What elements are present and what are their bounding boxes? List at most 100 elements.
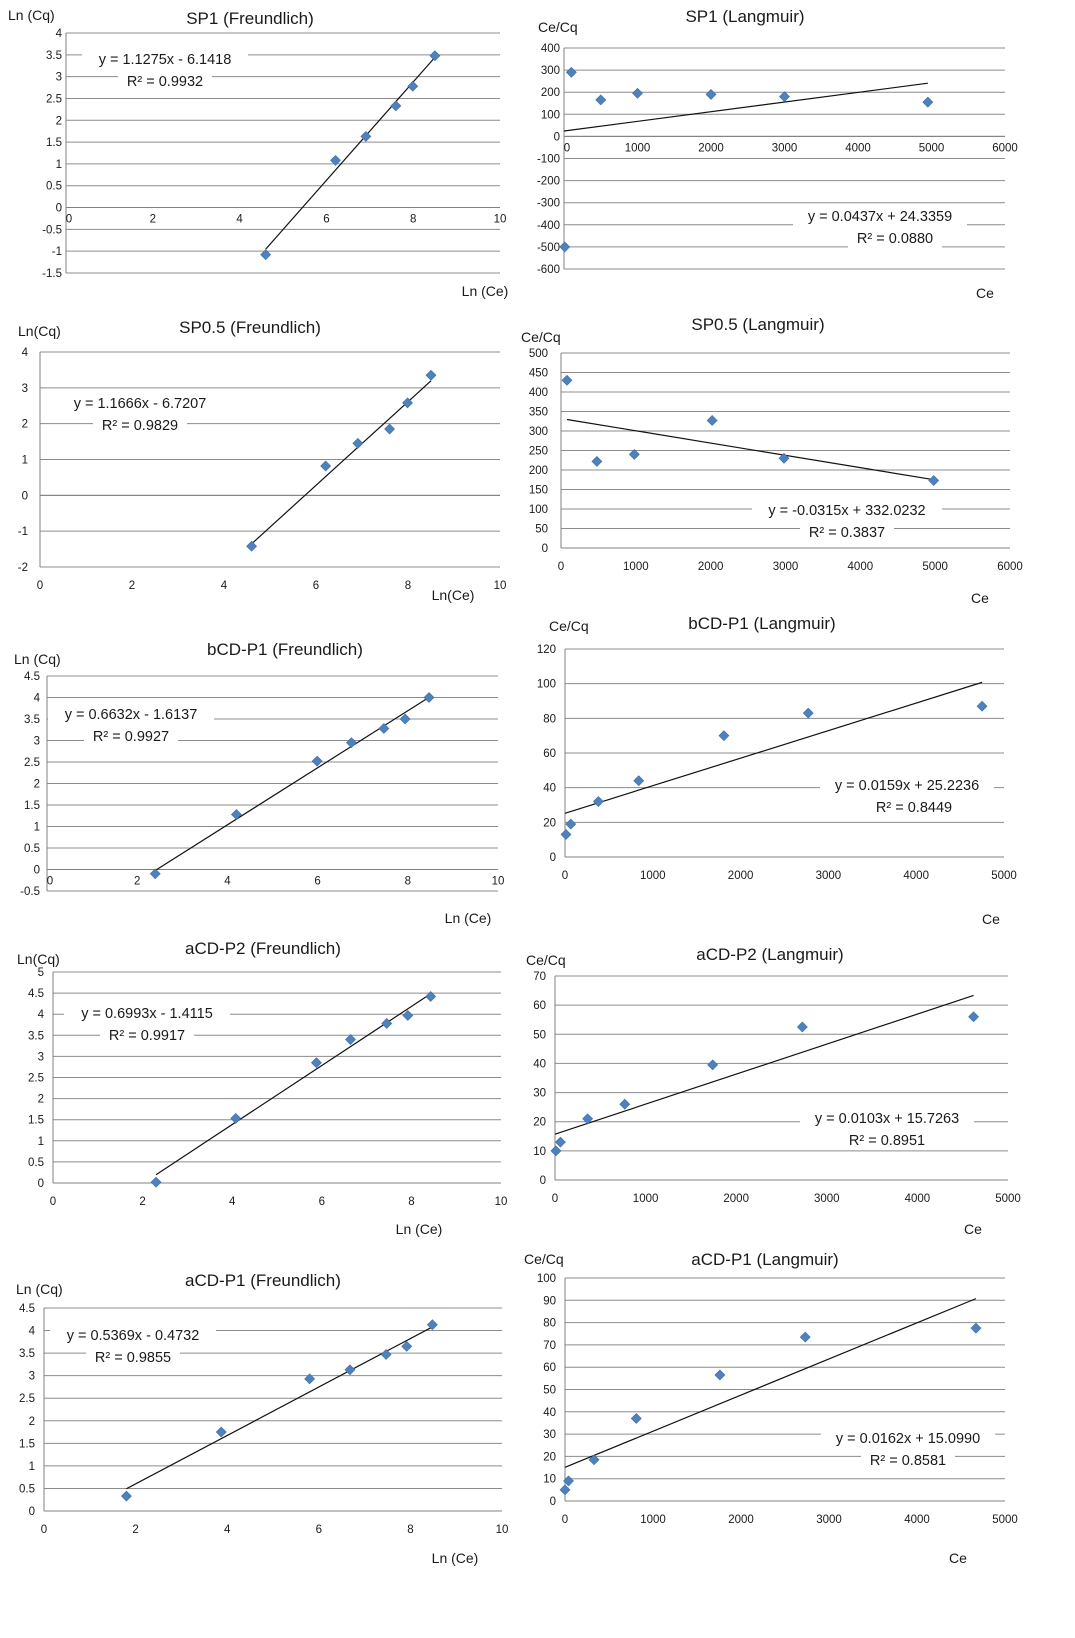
- data-point: [360, 130, 372, 142]
- y-tick-label: 0: [542, 543, 548, 555]
- y-tick-label: 3.5: [24, 714, 40, 726]
- data-point: [390, 100, 402, 112]
- y-axis-label: Ln(Cq): [18, 323, 61, 339]
- chart-panel-7: 0 0.5 1 1.5 2 2.5 3 3.5 4 4.5 5 0 2 4 6 8 10 y = 0.6993x …: [0, 932, 520, 1240]
- data-point: [230, 809, 242, 820]
- y-tick-label: 4: [56, 28, 63, 40]
- x-tick-label: 6: [314, 876, 320, 888]
- y-tick-label: 3: [34, 736, 40, 748]
- data-point: [150, 1176, 162, 1188]
- data-point: [260, 249, 272, 261]
- x-tick-label: 4000: [845, 142, 871, 154]
- chart-title: aCD-P1 (Langmuir): [691, 1250, 838, 1269]
- x-tick-label: 4: [224, 1524, 231, 1536]
- y-tick-label: 100: [529, 504, 548, 516]
- x-tick-label: 10: [492, 876, 505, 888]
- data-point: [633, 775, 645, 787]
- y-tick-label: 60: [533, 1000, 546, 1012]
- trend-equation: y = -0.0315x + 332.0232: [768, 503, 925, 519]
- y-tick-label: -2: [18, 562, 28, 574]
- chart-title: aCD-P2 (Freundlich): [185, 939, 341, 958]
- data-point: [246, 540, 258, 552]
- data-point: [346, 737, 357, 749]
- y-tick-label: -500: [537, 242, 560, 254]
- data-point: [928, 475, 940, 486]
- trend-equation-background: [800, 1109, 974, 1128]
- data-point: [555, 1136, 566, 1148]
- y-tick-label: 0: [550, 852, 556, 864]
- r-squared-label-background: [867, 798, 961, 817]
- data-point: [402, 397, 413, 409]
- y-tick-label: 4.5: [19, 1303, 35, 1315]
- y-tick-label: 1: [29, 1461, 35, 1473]
- x-tick-label: 1000: [640, 1514, 666, 1526]
- y-axis-label: Ln (Cq): [16, 1281, 63, 1297]
- data-point: [311, 755, 323, 767]
- chart-svg: 0 20 40 60 80 100 120 0 1000 2000 3000 4000 5000 y = …: [537, 614, 1017, 927]
- data-point: [565, 66, 577, 78]
- data-point: [705, 88, 717, 100]
- y-tick-label: 2.5: [24, 757, 40, 769]
- y-tick-label: 3.5: [28, 1030, 44, 1042]
- chart-title: aCD-P2 (Langmuir): [696, 945, 843, 964]
- y-tick-label: 200: [529, 465, 548, 477]
- trendline: [566, 418, 934, 481]
- x-axis-label: Ln (Ce): [445, 910, 492, 926]
- data-point: [384, 423, 396, 435]
- y-tick-label: 1.5: [28, 1115, 44, 1127]
- x-tick-label: 0: [47, 876, 53, 888]
- x-tick-label: 0: [50, 1196, 56, 1208]
- data-point: [381, 1018, 393, 1029]
- y-axis-label: Ce/Cq: [524, 1251, 564, 1267]
- chart-panel-3: -2 -1 0 1 2 3 4 0 2 4 6 8 10 y = 1.1666x - 6.7207 R² =…: [0, 312, 520, 610]
- chart-title: SP0.5 (Freundlich): [179, 318, 321, 337]
- x-tick-label: 5000: [922, 561, 948, 573]
- y-axis-label: Ce/Cq: [549, 618, 589, 634]
- data-point: [407, 80, 419, 92]
- r-squared-label: R² = 0.0880: [857, 231, 933, 247]
- trend-equation-background: [64, 1004, 230, 1023]
- x-tick-label: 2000: [698, 142, 724, 154]
- y-tick-label: 60: [543, 1362, 556, 1374]
- chart-title: SP0.5 (Langmuir): [691, 315, 824, 334]
- data-point: [706, 415, 718, 426]
- y-tick-label: 40: [543, 783, 556, 795]
- y-tick-label: 1.5: [24, 800, 40, 812]
- trend-equation: y = 0.5369x - 0.4732: [67, 1328, 200, 1344]
- chart-panel-1: -1.5 -1 -0.5 0 0.5 1 1.5 2 2.5 3 3.5 4 0 2 4 6 8 10 y = 1.…: [0, 0, 520, 310]
- x-tick-label: 8: [410, 214, 416, 226]
- y-tick-label: 2: [22, 419, 28, 431]
- y-tick-label: 0: [34, 865, 40, 877]
- y-tick-label: 0.5: [19, 1483, 35, 1495]
- chart-svg: 0 0.5 1 1.5 2 2.5 3 3.5 4 4.5 5 0 2 4 6 8 10 y = 0.6993x …: [17, 939, 507, 1237]
- chart-svg: 0 0.5 1 1.5 2 2.5 3 3.5 4 4.5 0 2 4 6 8 10 y = 0.5369x -…: [16, 1271, 508, 1566]
- y-tick-label: -1: [52, 246, 62, 258]
- trend-equation: y = 0.0162x + 15.0990: [836, 1431, 980, 1447]
- y-tick-label: 400: [529, 387, 548, 399]
- y-tick-label: 3: [56, 72, 62, 84]
- y-tick-label: 0: [56, 203, 62, 215]
- x-tick-label: 10: [494, 214, 507, 226]
- r-squared-label: R² = 0.8951: [849, 1133, 925, 1149]
- chart-title: SP1 (Langmuir): [685, 7, 804, 26]
- r-squared-label: R² = 0.9932: [127, 74, 203, 90]
- x-tick-label: 4: [221, 580, 228, 592]
- y-tick-label: 1: [22, 455, 28, 467]
- y-axis-label: Ln(Cq): [17, 951, 60, 967]
- y-tick-label: 400: [541, 43, 560, 55]
- y-tick-label: -400: [537, 220, 560, 232]
- data-point: [425, 369, 437, 381]
- y-tick-label: -1.5: [42, 268, 62, 280]
- y-tick-label: 100: [537, 1273, 556, 1285]
- data-point: [423, 692, 435, 703]
- x-axis-label: Ce: [949, 1550, 967, 1566]
- x-axis-label: Ce: [964, 1221, 982, 1237]
- x-tick-label: 3000: [814, 1193, 840, 1205]
- data-point: [718, 730, 730, 742]
- y-tick-label: -1: [18, 526, 28, 538]
- x-tick-label: 4000: [904, 1514, 930, 1526]
- trend-equation: y = 0.6632x - 1.6137: [65, 707, 198, 723]
- x-tick-label: 6000: [992, 142, 1018, 154]
